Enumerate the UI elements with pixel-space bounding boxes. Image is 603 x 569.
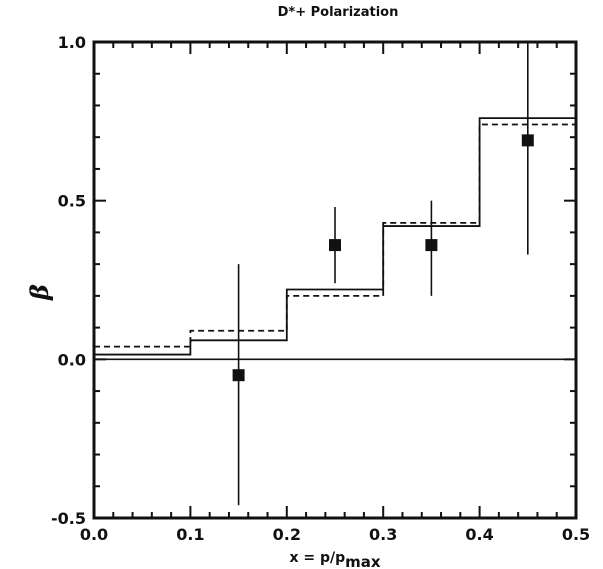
plot-frame bbox=[92, 40, 578, 520]
y-tick-label: -0.5 bbox=[51, 509, 86, 528]
y-tick-label: 0.0 bbox=[58, 350, 86, 369]
data-point-marker bbox=[232, 369, 245, 382]
data-point-marker bbox=[521, 134, 534, 147]
x-tick-label: 0.1 bbox=[176, 525, 204, 544]
data-point-marker bbox=[329, 239, 341, 252]
x-axis-label: x = p/pmax bbox=[289, 550, 380, 569]
x-tick-label: 0.4 bbox=[465, 525, 493, 544]
dashed-step-series bbox=[94, 123, 576, 348]
x-tick-label: 0.2 bbox=[273, 525, 301, 544]
x-tick-label: 0.3 bbox=[369, 525, 397, 544]
chart-title: D*+ Polarization bbox=[278, 5, 399, 20]
x-tick-label: 0.0 bbox=[80, 525, 108, 544]
data-point-marker bbox=[425, 239, 438, 252]
x-tick-label: 0.5 bbox=[562, 525, 590, 544]
y-tick-label: 1.0 bbox=[58, 33, 86, 52]
y-tick-label: 0.5 bbox=[58, 192, 86, 211]
y-axis-label: β bbox=[25, 284, 54, 301]
